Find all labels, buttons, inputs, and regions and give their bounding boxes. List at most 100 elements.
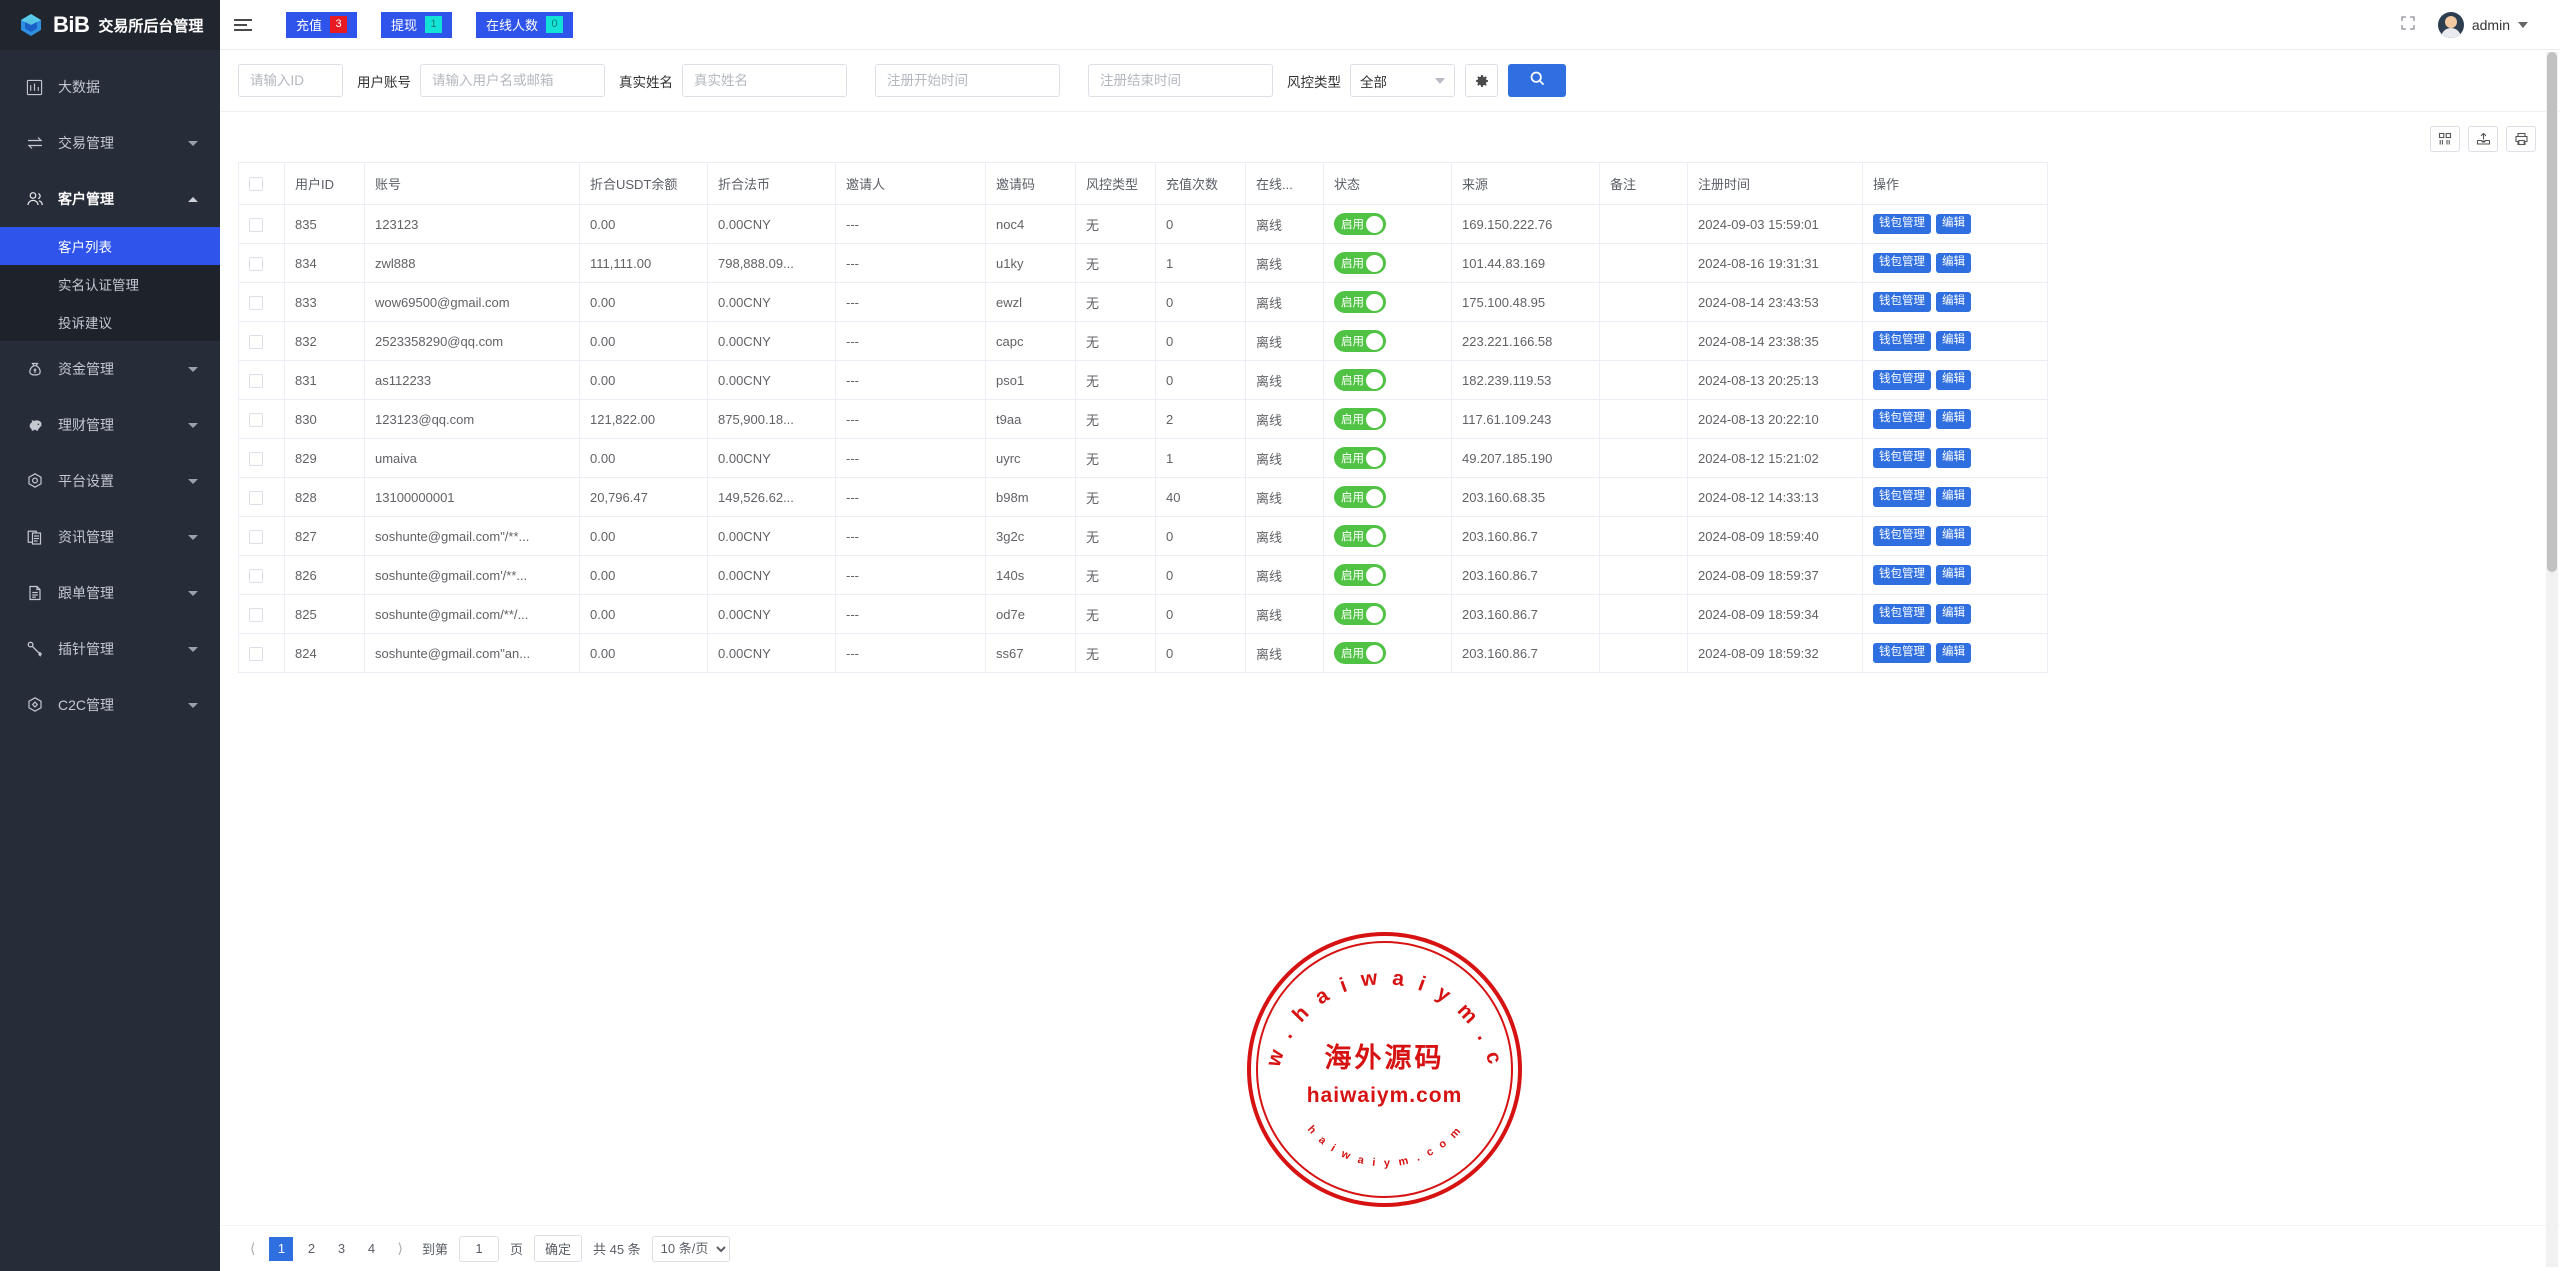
second-contract-control-button[interactable]: 秒合约控盘	[1976, 253, 2046, 273]
status-toggle[interactable]: 启用	[1334, 642, 1386, 664]
second-contract-control-button[interactable]: 秒合约控盘	[1976, 409, 2046, 429]
row-checkbox[interactable]	[249, 607, 263, 622]
user-menu[interactable]: admin	[2437, 11, 2528, 38]
edit-button[interactable]: 编辑	[1936, 526, 1971, 546]
status-toggle[interactable]: 启用	[1334, 369, 1386, 391]
goto-page-input[interactable]	[458, 1235, 499, 1262]
sidebar-item-trade[interactable]: 交易管理	[0, 115, 220, 171]
status-toggle[interactable]: 启用	[1334, 486, 1386, 508]
wallet-manage-button[interactable]: 钱包管理	[1873, 331, 1931, 351]
page-number-4[interactable]: 4	[367, 1241, 376, 1256]
status-toggle[interactable]: 启用	[1334, 525, 1386, 547]
second-contract-control-button[interactable]: 秒合约控盘	[1976, 565, 2046, 585]
edit-button[interactable]: 编辑	[1936, 370, 1971, 390]
sidebar-item-copytrade[interactable]: 跟单管理	[0, 565, 220, 621]
wallet-manage-button[interactable]: 钱包管理	[1873, 370, 1931, 390]
sidebar-item-platform-settings[interactable]: 平台设置	[0, 453, 220, 509]
print-icon[interactable]	[2506, 126, 2536, 152]
second-contract-control-button[interactable]: 秒合约控盘	[1976, 292, 2046, 312]
edit-button[interactable]: 编辑	[1936, 253, 1971, 273]
select-all-checkbox[interactable]	[249, 177, 263, 192]
table-row[interactable]: 832 2523358290@qq.com 0.00 0.00CNY --- capc 无 0…	[238, 321, 2048, 361]
table-row[interactable]: 824 soshunte@gmail.com"an... 0.00 0.00CNY --…	[238, 633, 2048, 673]
row-checkbox[interactable]	[249, 529, 263, 544]
table-row[interactable]: 826 soshunte@gmail.com'/**... 0.00 0.00CNY -…	[238, 555, 2048, 595]
edit-button[interactable]: 编辑	[1936, 409, 1971, 429]
sidebar-item-customer-list[interactable]: 客户列表	[0, 227, 220, 265]
table-row[interactable]: 835 123123 0.00 0.00CNY --- noc4 无 0 离线 启用 169.150…	[238, 204, 2048, 244]
second-contract-control-button[interactable]: 秒合约控盘	[1976, 370, 2046, 390]
edit-button[interactable]: 编辑	[1936, 331, 1971, 351]
chevron-left-icon[interactable]: ⟨	[250, 1240, 256, 1256]
withdraw-pill[interactable]: 提现 1	[381, 11, 453, 38]
page-number-1[interactable]: 1	[269, 1236, 294, 1261]
row-checkbox[interactable]	[249, 217, 263, 232]
vertical-scrollbar[interactable]	[2546, 52, 2558, 1267]
row-checkbox[interactable]	[249, 412, 263, 427]
status-toggle[interactable]: 启用	[1334, 252, 1386, 274]
second-contract-control-button[interactable]: 秒合约控盘	[1976, 487, 2046, 507]
wallet-manage-button[interactable]: 钱包管理	[1873, 214, 1931, 234]
row-checkbox[interactable]	[249, 490, 263, 505]
status-toggle[interactable]: 启用	[1334, 213, 1386, 235]
hamburger-icon[interactable]	[234, 18, 264, 31]
wallet-manage-button[interactable]: 钱包管理	[1873, 448, 1931, 468]
row-checkbox[interactable]	[249, 451, 263, 466]
page-number-2[interactable]: 2	[307, 1241, 316, 1256]
sidebar-item-pin[interactable]: 插针管理	[0, 621, 220, 677]
wallet-manage-button[interactable]: 钱包管理	[1873, 409, 1931, 429]
export-icon[interactable]	[2468, 126, 2498, 152]
account-input[interactable]	[420, 64, 605, 97]
risk-type-select[interactable]: 全部	[1350, 64, 1455, 97]
search-button[interactable]	[1508, 64, 1566, 97]
confirm-page-button[interactable]: 确定	[533, 1235, 582, 1262]
scrollbar-thumb[interactable]	[2547, 52, 2557, 572]
status-toggle[interactable]: 启用	[1334, 603, 1386, 625]
sidebar-item-wealth[interactable]: 理财管理	[0, 397, 220, 453]
row-checkbox[interactable]	[249, 256, 263, 271]
second-contract-control-button[interactable]: 秒合约控盘	[1976, 643, 2046, 663]
edit-button[interactable]: 编辑	[1936, 448, 1971, 468]
row-checkbox[interactable]	[249, 334, 263, 349]
status-toggle[interactable]: 启用	[1334, 447, 1386, 469]
sidebar-item-realname-auth[interactable]: 实名认证管理	[0, 265, 220, 303]
wallet-manage-button[interactable]: 钱包管理	[1873, 292, 1931, 312]
register-start-date-input[interactable]	[875, 64, 1060, 97]
status-toggle[interactable]: 启用	[1334, 291, 1386, 313]
page-size-select[interactable]: 10 条/页	[651, 1235, 730, 1262]
table-row[interactable]: 829 umaiva 0.00 0.00CNY --- uyrc 无 1 离线 启用 49.207.…	[238, 438, 2048, 478]
table-row[interactable]: 834 zwl888 111,111.00 798,888.09... --- u1ky 无…	[238, 243, 2048, 283]
row-checkbox[interactable]	[249, 568, 263, 583]
edit-button[interactable]: 编辑	[1936, 604, 1971, 624]
second-contract-control-button[interactable]: 秒合约控盘	[1976, 448, 2046, 468]
edit-button[interactable]: 编辑	[1936, 292, 1971, 312]
edit-button[interactable]: 编辑	[1936, 643, 1971, 663]
wallet-manage-button[interactable]: 钱包管理	[1873, 253, 1931, 273]
sidebar-item-complaints[interactable]: 投诉建议	[0, 303, 220, 341]
recharge-pill[interactable]: 充值 3	[286, 11, 358, 38]
status-toggle[interactable]: 启用	[1334, 408, 1386, 430]
table-row[interactable]: 833 wow69500@gmail.com 0.00 0.00CNY --- ewzl 无…	[238, 282, 2048, 322]
second-contract-control-button[interactable]: 秒合约控盘	[1976, 604, 2046, 624]
sidebar-item-news[interactable]: 资讯管理	[0, 509, 220, 565]
wallet-manage-button[interactable]: 钱包管理	[1873, 487, 1931, 507]
row-checkbox[interactable]	[249, 295, 263, 310]
table-row[interactable]: 830 123123@qq.com 121,822.00 875,900.18... -…	[238, 399, 2048, 439]
sidebar-item-c2c[interactable]: C2C管理	[0, 677, 220, 733]
realname-input[interactable]	[682, 64, 847, 97]
wallet-manage-button[interactable]: 钱包管理	[1873, 565, 1931, 585]
chevron-right-icon[interactable]: ⟩	[397, 1240, 403, 1256]
table-row[interactable]: 827 soshunte@gmail.com"/**... 0.00 0.00CNY -…	[238, 516, 2048, 556]
columns-icon[interactable]	[2430, 126, 2460, 152]
sidebar-item-funds[interactable]: 资金管理	[0, 341, 220, 397]
gear-icon[interactable]	[1465, 64, 1498, 97]
status-toggle[interactable]: 启用	[1334, 330, 1386, 352]
fullscreen-icon[interactable]	[2400, 15, 2416, 35]
user-id-input[interactable]	[238, 64, 343, 97]
table-row[interactable]: 828 13100000001 20,796.47 149,526.62... --- b…	[238, 477, 2048, 517]
register-end-date-input[interactable]	[1088, 64, 1273, 97]
row-checkbox[interactable]	[249, 646, 263, 661]
table-row[interactable]: 825 soshunte@gmail.com/**/... 0.00 0.00CNY -…	[238, 594, 2048, 634]
wallet-manage-button[interactable]: 钱包管理	[1873, 526, 1931, 546]
online-users-pill[interactable]: 在线人数 0	[476, 11, 574, 38]
